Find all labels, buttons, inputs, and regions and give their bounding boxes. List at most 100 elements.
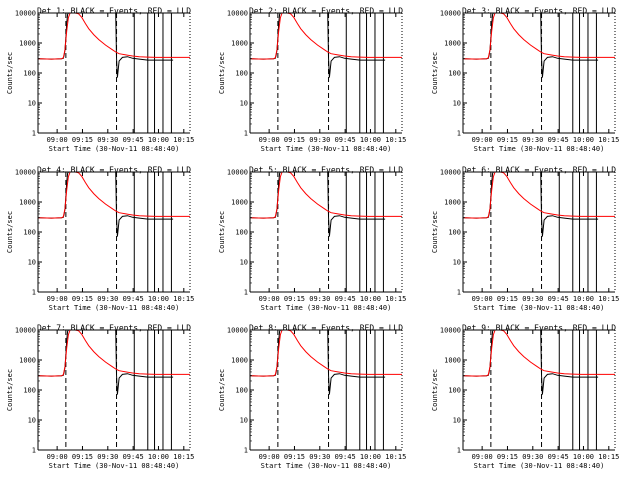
x-tick-label: 09:15 [284,453,305,461]
panel-5: 1 10 100 1000 10000 09:00 09:15 09:30 09:45 10:00… [218,166,406,313]
y-tick-label: 1 [32,289,36,297]
x-tick-label: 09:45 [548,453,569,461]
panel-title: Det 7: BLACK = Events, RED = LLD [37,324,191,333]
x-tick-label: 09:45 [335,453,356,461]
y-tick-label: 10000 [227,10,248,18]
panel-2: 1 10 100 1000 10000 09:00 09:15 09:30 09:45 10:00… [218,7,406,154]
series-lld-line [462,12,615,60]
x-tick-label: 10:15 [173,453,194,461]
x-tick-label: 09:15 [497,453,518,461]
x-tick-label: 09:00 [472,295,493,303]
panel-9: 1 10 100 1000 10000 09:00 09:15 09:30 09:45 10:00… [431,324,619,471]
x-tick-label: 10:15 [385,453,406,461]
y-tick-label: 10 [453,100,461,108]
x-tick-label: 10:00 [360,295,381,303]
series-lld-line [249,12,402,60]
y-tick-label: 10000 [440,10,461,18]
y-axis-label: Counts/sec [431,52,439,94]
y-tick-label: 10 [28,259,36,267]
x-axis-label: Start Time (30-Nov-11 08:48:40) [261,145,392,153]
y-tick-label: 1000 [231,199,248,207]
x-axis-label: Start Time (30-Nov-11 08:48:40) [261,462,392,470]
x-tick-label: 09:45 [123,295,144,303]
x-tick-label: 09:00 [259,136,280,144]
x-tick-label: 09:30 [522,295,543,303]
y-tick-label: 100 [235,387,248,395]
x-tick-label: 09:45 [123,453,144,461]
x-tick-label: 09:15 [497,295,518,303]
y-tick-label: 1000 [19,357,36,365]
y-tick-label: 1 [244,130,248,138]
x-tick-label: 09:30 [97,453,118,461]
y-axis-label: Counts/sec [6,369,14,411]
x-axis-label: Start Time (30-Nov-11 08:48:40) [474,145,605,153]
y-tick-label: 100 [448,229,461,237]
y-tick-label: 10000 [227,327,248,335]
y-tick-label: 10000 [15,10,36,18]
x-tick-label: 09:00 [47,453,68,461]
x-axis-label: Start Time (30-Nov-11 08:48:40) [49,145,180,153]
x-tick-label: 09:15 [72,295,93,303]
y-axis-label: Counts/sec [218,211,226,253]
panel-7: 1 10 100 1000 10000 09:00 09:15 09:30 09:45 10:00… [6,324,194,471]
x-axis-label: Start Time (30-Nov-11 08:48:40) [49,462,180,470]
series-lld-line [37,12,190,60]
series-lld-line [37,171,190,219]
panel-1: 1 10 100 1000 10000 09:00 09:15 09:30 09:45 10:00… [6,7,194,154]
x-axis-label: Start Time (30-Nov-11 08:48:40) [49,304,180,312]
x-tick-label: 09:30 [522,136,543,144]
x-tick-label: 09:30 [309,295,330,303]
x-axis-label: Start Time (30-Nov-11 08:48:40) [261,304,392,312]
x-tick-label: 09:00 [472,453,493,461]
x-tick-label: 10:15 [385,295,406,303]
y-tick-label: 1 [32,447,36,455]
y-tick-label: 10 [240,417,248,425]
x-tick-label: 10:00 [360,136,381,144]
x-tick-label: 09:15 [284,136,305,144]
x-tick-label: 09:45 [335,295,356,303]
panel-title: Det 3: BLACK = Events, RED = LLD [462,7,616,16]
x-tick-label: 09:45 [335,136,356,144]
x-tick-label: 10:00 [148,136,169,144]
x-tick-label: 09:00 [259,295,280,303]
y-axis-label: Counts/sec [218,52,226,94]
x-tick-label: 09:15 [72,453,93,461]
panel-title: Det 9: BLACK = Events, RED = LLD [462,324,616,333]
panel-title: Det 6: BLACK = Events, RED = LLD [462,166,616,175]
y-tick-label: 10000 [227,169,248,177]
panel-title: Det 1: BLACK = Events, RED = LLD [37,7,191,16]
x-tick-label: 10:15 [173,295,194,303]
x-tick-label: 09:45 [548,136,569,144]
panel-4: 1 10 100 1000 10000 09:00 09:15 09:30 09:45 10:00… [6,166,194,313]
x-tick-label: 09:00 [472,136,493,144]
panel-6: 1 10 100 1000 10000 09:00 09:15 09:30 09:45 10:00… [431,166,619,313]
y-tick-label: 100 [235,229,248,237]
x-tick-label: 10:15 [173,136,194,144]
series-lld-line [462,329,615,377]
x-tick-label: 09:30 [97,295,118,303]
y-tick-label: 10 [240,259,248,267]
x-tick-label: 09:15 [72,136,93,144]
y-axis-label: Counts/sec [431,369,439,411]
y-tick-label: 1000 [444,199,461,207]
series-lld-line [249,329,402,377]
y-tick-label: 10000 [440,327,461,335]
y-tick-label: 10000 [440,169,461,177]
y-tick-label: 100 [448,70,461,78]
y-tick-label: 10 [453,417,461,425]
y-tick-label: 1000 [19,199,36,207]
panel-title: Det 4: BLACK = Events, RED = LLD [37,166,191,175]
y-tick-label: 100 [23,70,36,78]
x-tick-label: 09:30 [97,136,118,144]
y-tick-label: 1 [244,289,248,297]
x-axis-label: Start Time (30-Nov-11 08:48:40) [474,462,605,470]
y-tick-label: 10 [453,259,461,267]
panel-title: Det 2: BLACK = Events, RED = LLD [249,7,403,16]
x-tick-label: 09:00 [47,136,68,144]
y-tick-label: 1000 [231,357,248,365]
y-tick-label: 1 [32,130,36,138]
x-tick-label: 10:00 [148,453,169,461]
y-tick-label: 100 [23,229,36,237]
series-lld-line [37,329,190,377]
